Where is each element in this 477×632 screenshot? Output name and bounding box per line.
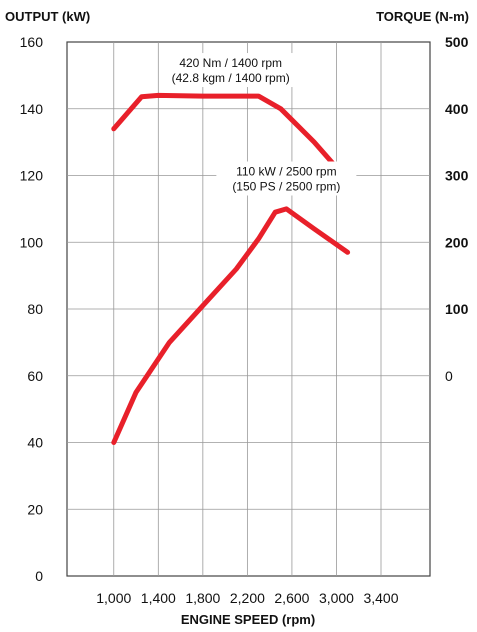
output-series-line [111,206,351,445]
left-tick-label: 160 [20,34,44,50]
right-axis-ticks: 500 400 300 200 100 0 [445,34,469,384]
x-tick-label: 1,000 [96,590,131,606]
annotation-label: 420 Nm / 1400 rpm [179,56,282,70]
x-tick-label: 3,000 [319,590,354,606]
chart-series [111,92,351,445]
x-tick-label: 1,800 [185,590,220,606]
annotation-label: (150 PS / 2500 rpm) [232,180,340,194]
x-tick-label: 3,400 [363,590,398,606]
right-tick-label: 100 [445,301,469,317]
left-tick-label: 20 [27,501,43,517]
annotation-label: 110 kW / 2500 rpm [236,165,337,179]
right-tick-label: 0 [445,368,453,384]
right-tick-label: 400 [445,101,469,117]
torque-series-line [111,92,351,183]
left-tick-label: 120 [20,168,44,184]
right-tick-label: 200 [445,234,469,250]
left-axis-ticks: 0 20 40 60 80 100 120 140 160 [20,34,44,584]
x-axis-ticks: 1,000 1,400 1,800 2,200 2,600 3,000 3,400 [96,590,398,606]
right-tick-label: 300 [445,168,469,184]
left-tick-label: 60 [27,368,43,384]
x-tick-label: 1,400 [141,590,176,606]
left-axis-title: OUTPUT (kW) [5,9,90,24]
x-tick-label: 2,600 [274,590,309,606]
annotation-background [160,53,301,88]
left-tick-label: 100 [20,234,44,250]
annotation-label: (42.8 kgm / 1400 rpm) [172,71,290,85]
x-axis-title: ENGINE SPEED (rpm) [181,612,315,627]
left-tick-label: 40 [27,435,43,451]
x-tick-label: 2,200 [230,590,265,606]
left-tick-label: 80 [27,301,43,317]
left-tick-label: 140 [20,101,44,117]
right-tick-label: 500 [445,34,469,50]
chart-annotations: 420 Nm / 1400 rpm(42.8 kgm / 1400 rpm) 11… [160,53,357,196]
right-axis-title: TORQUE (N-m) [376,9,469,24]
left-tick-label: 0 [35,568,43,584]
annotation-background [216,161,357,196]
